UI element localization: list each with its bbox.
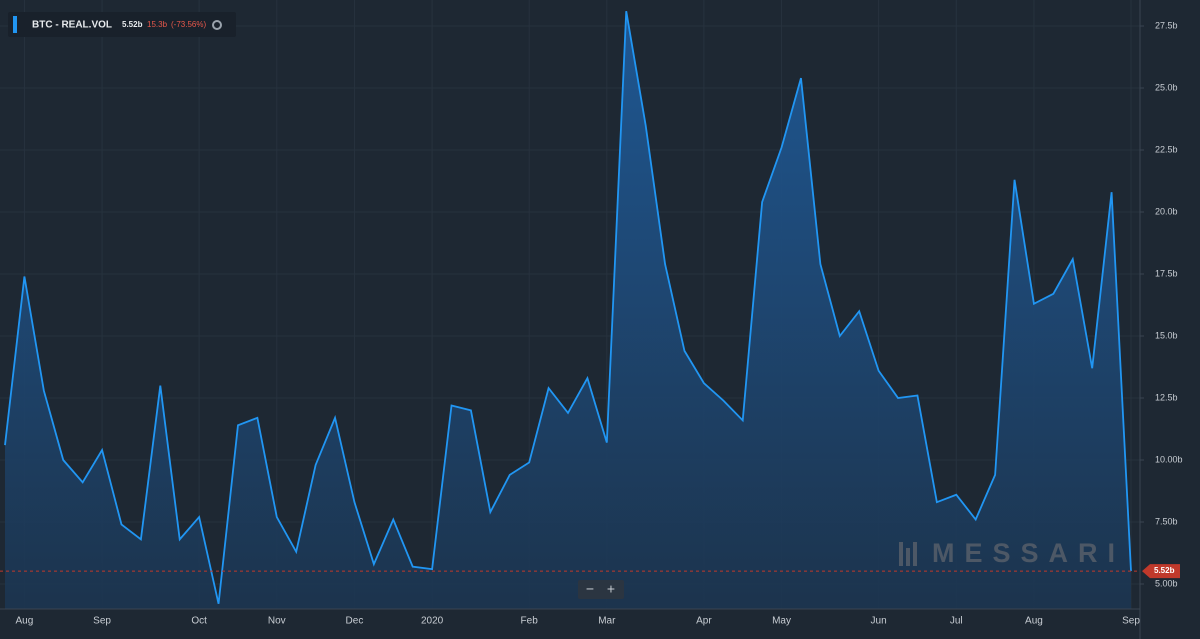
zoom-controls: − +	[578, 580, 624, 599]
y-tick-label: 20.0b	[1155, 206, 1178, 216]
x-tick-label: 2020	[421, 616, 444, 627]
logo-bar	[913, 542, 917, 566]
legend: BTC - REAL.VOL 5.52b 15.3b (-73.56%)	[8, 12, 236, 37]
x-tick-label: Sep	[93, 616, 111, 627]
y-tick-label: 17.5b	[1155, 268, 1178, 278]
x-tick-label: Jul	[950, 616, 963, 627]
x-tick-label: Aug	[1025, 616, 1043, 627]
legend-change: (-73.56%)	[171, 20, 206, 29]
y-tick-label: 10.00b	[1155, 454, 1183, 464]
y-tick-label: 27.5b	[1155, 20, 1178, 30]
y-tick-label: 22.5b	[1155, 144, 1178, 154]
legend-swatch	[13, 16, 17, 33]
watermark-text: MESSARI	[932, 538, 1125, 568]
last-value-tag	[1142, 564, 1180, 579]
zoom-out[interactable]: −	[586, 581, 594, 597]
x-tick-label: Nov	[268, 616, 286, 627]
legend-box	[8, 12, 236, 37]
y-tick-label: 25.0b	[1155, 82, 1178, 92]
zoom-box	[578, 580, 624, 599]
logo-bar	[906, 548, 910, 566]
last-value-label: 5.52b	[1154, 566, 1175, 575]
logo-bar	[899, 542, 903, 566]
legend-previous: 15.3b	[147, 20, 168, 29]
x-tick-label: Apr	[696, 616, 712, 627]
area-fill	[5, 11, 1131, 609]
x-tick-label: Sep	[1122, 616, 1140, 627]
series-line	[4, 10, 1132, 605]
x-tick-label: May	[772, 616, 791, 627]
y-tick-label: 12.5b	[1155, 392, 1178, 402]
legend-value: 5.52b	[122, 20, 143, 29]
legend-name: BTC - REAL.VOL	[32, 20, 112, 31]
settings-icon[interactable]	[212, 20, 222, 30]
x-tick-label: Aug	[16, 616, 34, 627]
x-tick-label: Feb	[521, 616, 539, 627]
x-tick-label: Mar	[598, 616, 616, 627]
zoom-in[interactable]: +	[607, 581, 615, 597]
y-tick-label: 15.0b	[1155, 330, 1178, 340]
x-tick-label: Oct	[191, 616, 207, 627]
y-tick-label: 5.00b	[1155, 578, 1178, 588]
watermark: MESSARI	[899, 538, 1125, 568]
x-tick-label: Jun	[871, 616, 887, 627]
x-tick-label: Dec	[346, 616, 364, 627]
y-tick-label: 7.50b	[1155, 516, 1178, 526]
